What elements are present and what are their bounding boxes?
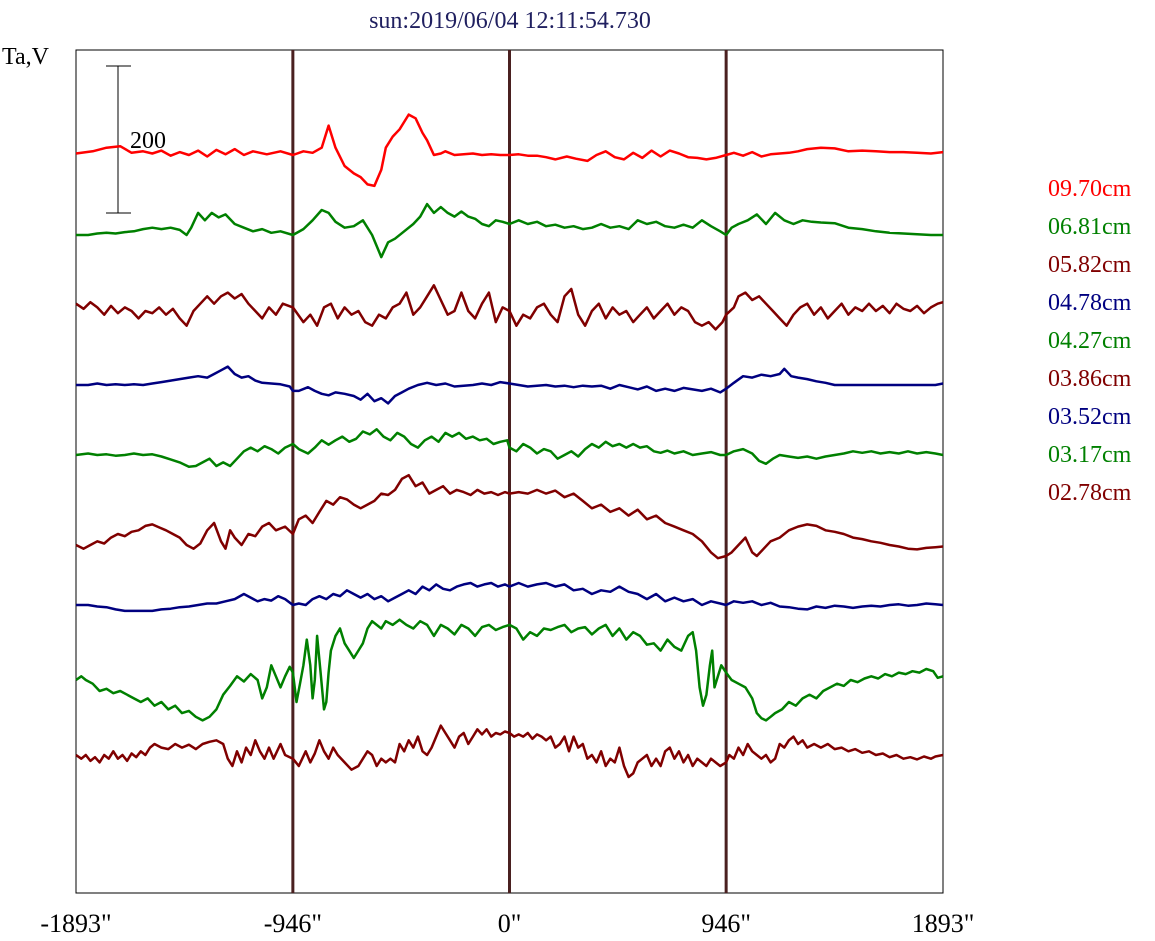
series-line-3 — [76, 365, 944, 405]
legend-entry: 06.81cm — [1048, 214, 1132, 240]
series-line-1 — [76, 202, 943, 259]
legend-entry: 02.78cm — [1048, 480, 1132, 506]
series-line-6 — [76, 581, 944, 613]
legend-entry: 03.86cm — [1048, 366, 1132, 392]
scale-bar: 200 — [106, 65, 166, 214]
series-line-8 — [75, 724, 944, 779]
legend-entry: 03.17cm — [1048, 442, 1132, 468]
y-axis-label: Ta,V — [2, 44, 50, 70]
legend-entry: 05.82cm — [1048, 252, 1132, 278]
legend-entry: 04.27cm — [1048, 328, 1132, 354]
series-line-5 — [75, 473, 944, 560]
x-axis-ticks: -1893" -946" 0" 946" 1893" — [40, 909, 974, 938]
series-line-2 — [75, 284, 944, 331]
scale-bar-label: 200 — [130, 128, 166, 154]
series-line-0 — [75, 113, 944, 188]
legend-entry: 03.52cm — [1048, 404, 1132, 430]
vertical-markers — [291, 50, 728, 893]
x-tick-label: -946" — [264, 909, 322, 938]
x-tick-label: 0" — [498, 909, 522, 938]
legend-entry: 04.78cm — [1048, 290, 1132, 316]
series-line-4 — [75, 428, 944, 469]
x-tick-label: -1893" — [40, 909, 111, 938]
legend-entry: 09.70cm — [1048, 176, 1132, 202]
legend: 09.70cm 06.81cm 05.82cm 04.78cm 04.27cm 03.86… — [1048, 176, 1132, 506]
x-tick-label: 946" — [701, 909, 751, 938]
chart-title: sun:2019/06/04 12:11:54.730 — [369, 8, 651, 34]
series-line-7 — [75, 618, 944, 722]
x-tick-label: 1893" — [912, 909, 975, 938]
series-lines — [75, 113, 944, 779]
